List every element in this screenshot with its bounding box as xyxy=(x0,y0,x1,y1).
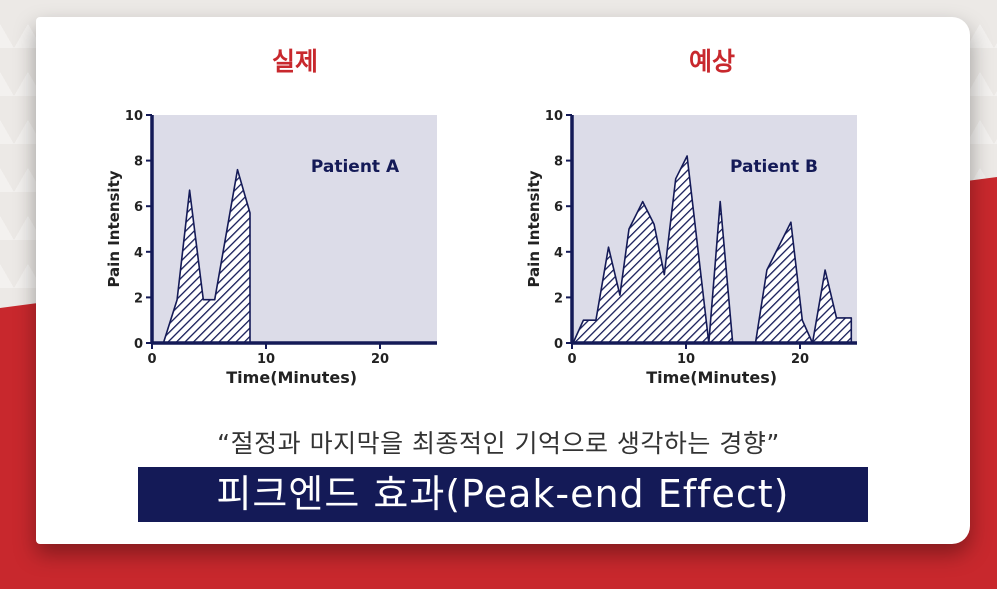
banner-title: 피크엔드 효과(Peak-end Effect) xyxy=(138,467,868,522)
y-tick-label: 8 xyxy=(554,155,563,170)
y-tick-label: 2 xyxy=(134,291,143,306)
y-tick-label: 4 xyxy=(134,246,143,261)
y-tick-label: 6 xyxy=(554,200,563,215)
y-axis-label: Pain Intensity xyxy=(525,170,543,287)
x-tick-label: 20 xyxy=(371,352,389,367)
y-tick-label: 2 xyxy=(554,291,563,306)
quote-text: “절정과 마지막을 최종적인 기억으로 생각하는 경향” xyxy=(217,429,780,458)
pain-area-series xyxy=(572,155,853,344)
chart-annotation: Patient B xyxy=(730,157,818,177)
y-tick-label: 10 xyxy=(125,109,143,124)
x-tick-label: 10 xyxy=(257,352,275,367)
x-tick-label: 20 xyxy=(791,352,809,367)
chart-patient-a: 0 2 4 6 8 10 0 10 20 Patient A Time(Minutes) Pa… xyxy=(105,109,437,387)
chart-patient-b: 0 2 4 6 8 10 0 10 20 Patient B Time(Minutes) Pa… xyxy=(525,109,857,387)
x-tick-label: 10 xyxy=(677,352,695,367)
x-axis-label: Time(Minutes) xyxy=(226,368,357,387)
y-tick-label: 0 xyxy=(134,337,143,352)
x-tick-label: 0 xyxy=(147,352,156,367)
y-tick-label: 8 xyxy=(134,155,143,170)
right-panel-title: 예상 xyxy=(688,47,735,76)
y-axis-label: Pain Intensity xyxy=(105,170,123,287)
x-axis-label: Time(Minutes) xyxy=(646,368,777,387)
x-tick-label: 0 xyxy=(567,352,576,367)
y-tick-label: 4 xyxy=(554,246,563,261)
y-tick-label: 10 xyxy=(545,109,563,124)
y-tick-label: 0 xyxy=(554,337,563,352)
left-panel-title: 실제 xyxy=(271,47,318,76)
pain-area-series xyxy=(162,168,251,344)
chart-annotation: Patient A xyxy=(311,157,400,177)
y-tick-label: 6 xyxy=(134,200,143,215)
